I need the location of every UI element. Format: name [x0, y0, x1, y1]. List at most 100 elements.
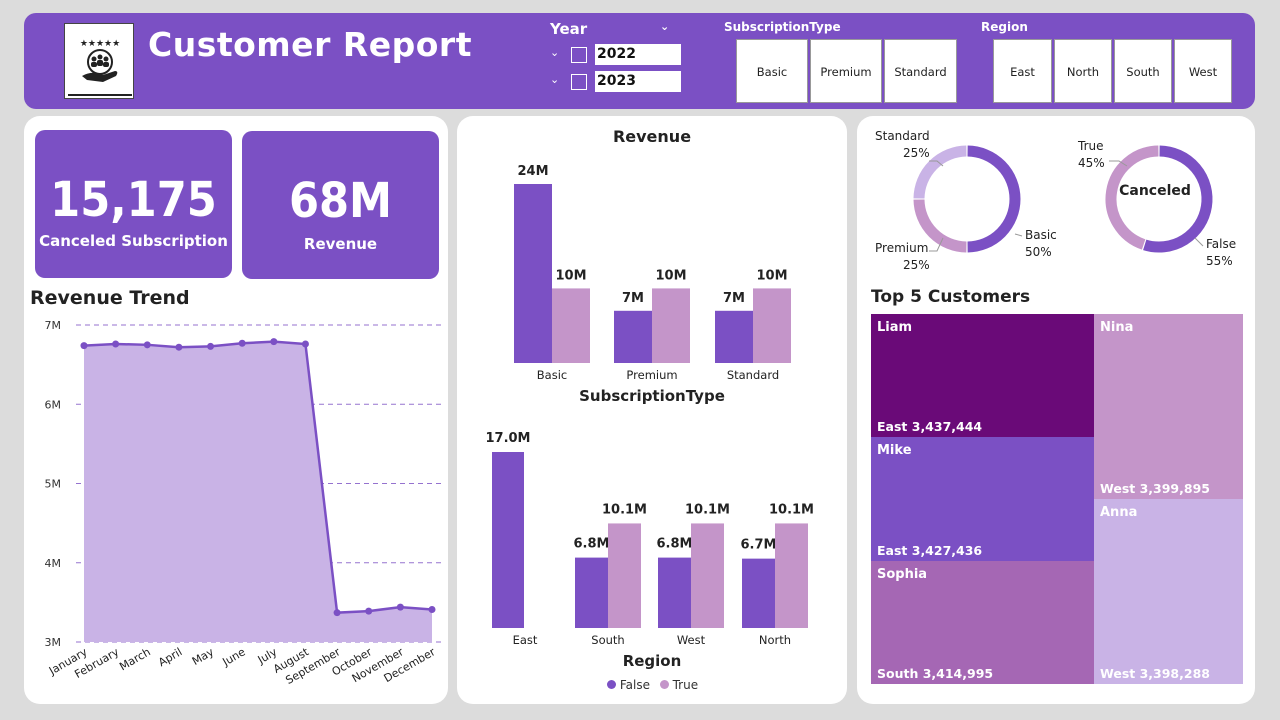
subscription-tile-basic[interactable]: Basic [736, 39, 808, 103]
year-checkbox[interactable] [571, 47, 587, 63]
bar-true [608, 523, 641, 628]
expand-chevron-icon[interactable]: ⌄ [550, 73, 560, 86]
donut-pct: 45% [1078, 156, 1105, 170]
year-option-2022[interactable]: ⌄ 2022 [550, 44, 685, 66]
donut-label: False [1206, 237, 1236, 251]
category-label: West [677, 633, 706, 647]
donut-label: Premium [875, 241, 928, 255]
subscription-donut-segment [967, 145, 1021, 253]
customers-hand-icon: ★★★★★ [68, 39, 132, 96]
y-tick-label: 5M [45, 478, 62, 491]
bar-label: 10.1M [602, 502, 647, 517]
leader-line [1014, 233, 1023, 237]
y-tick-label: 7M [45, 319, 62, 332]
donut-pct: 25% [903, 146, 930, 160]
trend-point [270, 338, 278, 346]
expand-chevron-icon[interactable]: ⌄ [550, 46, 560, 59]
subscription-filter-label: SubscriptionType [724, 20, 841, 34]
trend-point [80, 342, 88, 350]
bar-false [614, 310, 652, 363]
bar-label: 10.1M [685, 502, 730, 517]
year-checkbox[interactable] [571, 74, 587, 90]
trend-point [112, 340, 120, 348]
region-axis-title: Region [622, 652, 682, 670]
region-tile-south[interactable]: South [1114, 39, 1172, 103]
bar-label: 6.8M [574, 537, 610, 552]
leader-line [929, 237, 944, 252]
bar-label: 6.7M [741, 538, 777, 553]
bar-label: 7M [622, 291, 644, 306]
year-filter-label: Year [550, 20, 588, 38]
y-tick-label: 6M [45, 398, 62, 411]
chart-legend: False True [607, 678, 698, 692]
subscription-axis-title: SubscriptionType [579, 387, 725, 405]
category-label: Premium [626, 368, 677, 382]
revenue-bar-charts: 24M 10M Basic 7M 10M Premium 7M 10M Standard 17.0… [485, 164, 814, 647]
customer-tile-mike[interactable]: Mike East 3,427,436 [871, 437, 1094, 561]
x-tick-label: May [190, 645, 217, 668]
canceled-donut-segment [1105, 145, 1159, 250]
legend-true-swatch [659, 680, 669, 689]
bar-false [514, 184, 552, 363]
customer-name: Mike [877, 443, 912, 458]
y-tick-label: 3M [45, 636, 62, 649]
x-tick-label: April [156, 645, 184, 669]
legend-false-swatch [607, 680, 616, 689]
canceled-kpi-label: Canceled Subscription [39, 232, 228, 250]
subscription-tile-standard[interactable]: Standard [884, 39, 957, 103]
bar-label: 10M [555, 268, 586, 283]
trend-point [365, 607, 373, 615]
revenue-chart-title: Revenue [612, 127, 692, 146]
revenue-kpi-label: Revenue [303, 235, 378, 253]
bar-true [691, 523, 724, 628]
customer-tile-liam[interactable]: Liam East 3,437,444 [871, 314, 1094, 437]
trend-point [175, 343, 183, 351]
customer-name: Sophia [877, 567, 928, 582]
bar-label: 10M [756, 268, 787, 283]
trend-point [207, 342, 215, 350]
bar-true [775, 523, 808, 628]
bar-true [552, 288, 590, 363]
subscription-tile-premium[interactable]: Premium [810, 39, 882, 103]
region-tile-west[interactable]: West [1174, 39, 1232, 103]
legend-true-label: True [672, 678, 699, 692]
donut-pct: 25% [903, 258, 930, 272]
middle-panel: Revenue 24M 10M Basic 7M 10M Premium 7M 10M Stan… [457, 116, 847, 704]
leader-line [1109, 160, 1128, 167]
year-option-2023[interactable]: ⌄ 2023 [550, 71, 685, 93]
right-panel: Standard 25% Premium 25% Basic 50% Canceled Tru… [857, 116, 1255, 704]
region-tile-north[interactable]: North [1054, 39, 1112, 103]
leader-line [1194, 237, 1204, 247]
trend-point [301, 340, 309, 348]
year-option-label: 2023 [595, 71, 681, 92]
company-logo: ★★★★★ [64, 23, 134, 99]
customer-tile-sophia[interactable]: Sophia South 3,414,995 [871, 561, 1094, 684]
category-label: Basic [537, 368, 567, 382]
left-panel: 15,175 Canceled Subscription 68M Revenue… [24, 116, 448, 704]
donut-pct: 55% [1206, 254, 1233, 268]
trend-point [333, 609, 341, 617]
x-tick-label: March [117, 645, 153, 673]
trend-point [143, 341, 151, 349]
bar-false [742, 558, 775, 628]
customer-detail: East 3,427,436 [877, 543, 983, 558]
page-title: Customer Report [148, 25, 472, 64]
region-tile-east[interactable]: East [993, 39, 1052, 103]
subscription-donut-segment [913, 199, 967, 253]
donut-pct: 50% [1025, 245, 1052, 259]
revenue-kpi-value: 68M [288, 173, 393, 229]
customer-tile-anna[interactable]: Anna West 3,398,288 [1094, 499, 1243, 684]
year-filter-chevron-icon[interactable]: ⌄ [660, 20, 670, 33]
donut-charts: Standard 25% Premium 25% Basic 50% Canceled Tru… [875, 129, 1236, 272]
bar-false [658, 557, 691, 628]
revenue-kpi-card: 68M Revenue [242, 131, 439, 279]
customer-tile-nina[interactable]: Nina West 3,399,895 [1094, 314, 1243, 499]
svg-text:★★★★★: ★★★★★ [80, 39, 120, 49]
category-label: North [759, 633, 791, 647]
category-label: East [513, 633, 538, 647]
canceled-kpi-card: 15,175 Canceled Subscription [35, 130, 232, 278]
category-label: South [591, 633, 624, 647]
bar-false [715, 310, 753, 363]
customer-name: Nina [1100, 320, 1134, 335]
